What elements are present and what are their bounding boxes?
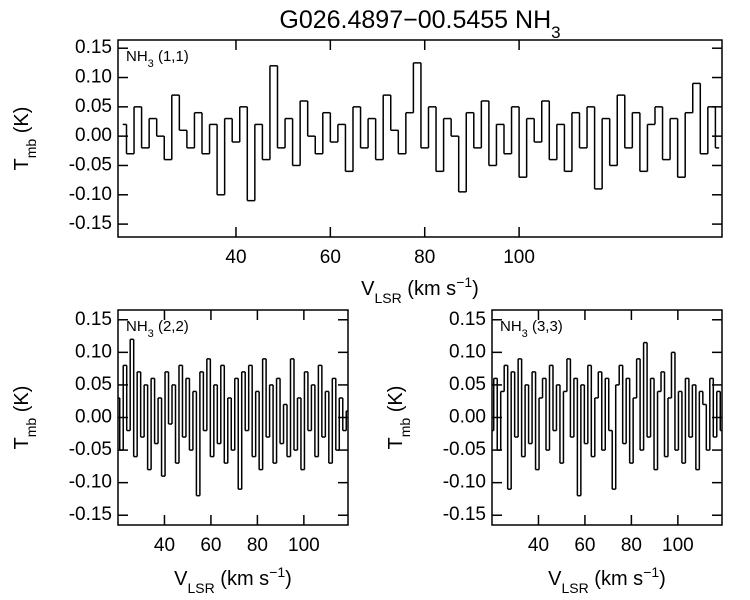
panel: 0.15 0.10 0.05 0.00 -0.05 -0.10 -0.15 40 60 80 100… — [385, 309, 723, 596]
axes-frame — [491, 309, 723, 526]
y-tick-label: 0.00 — [75, 125, 112, 146]
axes-frame — [117, 39, 723, 238]
y-axis-label: Tmb (K) — [385, 386, 413, 450]
y-tick-label: -0.15 — [69, 504, 112, 525]
panel-label-text: (3,3) — [528, 318, 563, 335]
y-label-subscript: mb — [23, 139, 39, 159]
x-label-text: V — [174, 568, 188, 590]
panel-label-text: (2,2) — [154, 318, 189, 335]
x-tick-label: 60 — [320, 247, 341, 268]
y-label-subscript: mb — [397, 418, 413, 438]
x-label-text: V — [361, 278, 375, 300]
x-axis-label: VLSR (km s−1) — [361, 274, 479, 306]
y-tick-label: -0.10 — [443, 472, 486, 493]
y-tick-label: -0.15 — [443, 504, 486, 525]
y-tick-label: -0.10 — [69, 472, 112, 493]
x-tick-label: 40 — [528, 535, 549, 556]
panel: 0.15 0.10 0.05 0.00 -0.05 -0.10 -0.15 40 60 80 100… — [11, 37, 723, 306]
y-tick-label: 0.05 — [75, 96, 112, 117]
panel-label: NH3 (3,3) — [500, 318, 563, 340]
panel-label-text: NH — [126, 48, 148, 65]
panel-label-subscript: 3 — [522, 328, 528, 340]
title-subscript: 3 — [551, 23, 560, 42]
panel-label: NH3 (2,2) — [126, 318, 189, 340]
y-tick-label: 0.10 — [75, 67, 112, 88]
y-tick-label: 0.10 — [75, 341, 112, 362]
x-label-superscript: −1 — [456, 274, 472, 290]
y-tick-label: 0.05 — [75, 374, 112, 395]
y-tick-label: -0.15 — [69, 213, 112, 234]
step-risers — [118, 339, 348, 496]
y-tick-label: 0.15 — [449, 309, 486, 330]
panel-label-subscript: 3 — [148, 328, 154, 340]
x-tick-label: 100 — [503, 247, 535, 268]
x-tick-label: 60 — [200, 535, 221, 556]
x-label-text: ) — [472, 278, 479, 300]
y-label-text: (K) — [11, 386, 33, 418]
step-risers — [492, 342, 722, 496]
y-label-text: T — [11, 437, 33, 449]
x-label-superscript: −1 — [643, 564, 659, 580]
x-label-text: ) — [285, 568, 292, 590]
x-label-subscript: LSR — [188, 580, 215, 596]
x-tick-label: 80 — [414, 247, 435, 268]
panel-label-text: NH — [126, 318, 148, 335]
x-label-superscript: −1 — [269, 564, 285, 580]
x-label-text: ) — [659, 568, 666, 590]
y-label-text: T — [11, 158, 33, 170]
x-tick-label: 80 — [247, 535, 268, 556]
y-tick-label: 0.00 — [449, 407, 486, 428]
x-label-subscript: LSR — [562, 580, 589, 596]
x-label-text: (km s — [402, 278, 456, 300]
x-axis-label: VLSR (km s−1) — [174, 564, 292, 596]
panel-label-text: NH — [500, 318, 522, 335]
panel-label-text: (1,1) — [154, 48, 189, 65]
title-text: G026.4897−00.5455 NH — [279, 6, 551, 34]
axes-frame — [117, 309, 349, 526]
y-tick-label: -0.05 — [69, 439, 112, 460]
y-tick-label: 0.00 — [75, 407, 112, 428]
y-tick-label: 0.15 — [75, 37, 112, 58]
x-tick-label: 60 — [574, 535, 595, 556]
x-label-text: (km s — [589, 568, 643, 590]
y-axis-label: Tmb (K) — [11, 107, 39, 171]
y-axis-label: Tmb (K) — [11, 386, 39, 450]
x-tick-label: 100 — [662, 535, 694, 556]
y-label-subscript: mb — [23, 418, 39, 438]
panel-label: NH3 (1,1) — [126, 48, 189, 70]
x-axis-label: VLSR (km s−1) — [548, 564, 666, 596]
y-label-text: T — [385, 437, 407, 449]
plot-area — [118, 338, 348, 497]
x-label-subscript: LSR — [375, 290, 402, 306]
plot-area — [492, 341, 722, 497]
x-label-text: (km s — [215, 568, 269, 590]
y-tick-label: 0.15 — [75, 309, 112, 330]
y-tick-label: -0.05 — [443, 439, 486, 460]
x-tick-label: 40 — [154, 535, 175, 556]
panel: 0.15 0.10 0.05 0.00 -0.05 -0.10 -0.15 40 60 80 100… — [11, 309, 349, 596]
y-tick-label: 0.05 — [449, 374, 486, 395]
panel-label-subscript: 3 — [148, 58, 154, 70]
y-label-text: (K) — [11, 107, 33, 139]
y-tick-label: 0.10 — [449, 341, 486, 362]
x-label-text: V — [548, 568, 562, 590]
y-label-text: (K) — [385, 386, 407, 418]
x-tick-label: 40 — [225, 247, 246, 268]
x-tick-label: 100 — [288, 535, 320, 556]
plot-area — [122, 62, 720, 202]
y-tick-label: -0.10 — [69, 184, 112, 205]
y-tick-label: -0.05 — [69, 154, 112, 175]
figure-title: G026.4897−00.5455 NH3 — [279, 6, 560, 42]
step-risers — [125, 62, 717, 201]
x-tick-label: 80 — [621, 535, 642, 556]
